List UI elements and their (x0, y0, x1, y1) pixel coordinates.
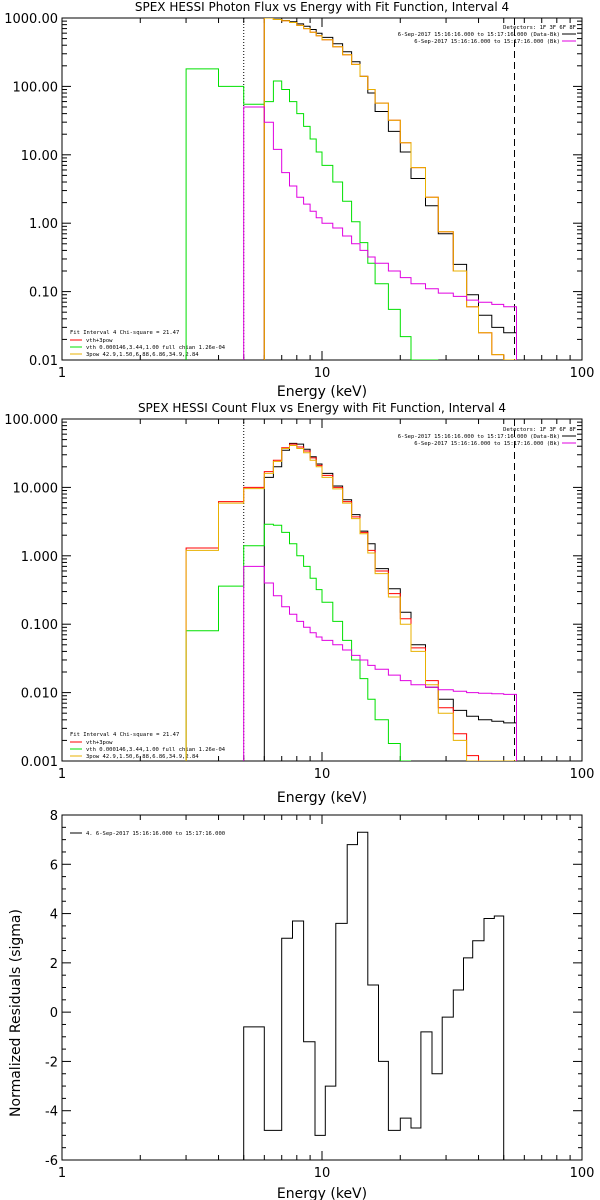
count-legend-bottom: Fit Interval 4 Chi-square = 21.47 vth+3p… (70, 732, 226, 760)
x-tick-label: 100 (570, 1166, 595, 1181)
photon-legend-power: 3pow 42.9,1.50,6.88,6.86,34.9,2.84 (86, 352, 199, 358)
y-tick-label: 6 (50, 858, 58, 873)
x-tick-label: 1 (58, 1166, 66, 1181)
y-tick-label: 2 (50, 957, 58, 972)
y-tick-label: 0 (50, 1006, 58, 1021)
count-legend-power: 3pow 42.9,1.50,6.88,6.86,34.9,2.84 (86, 754, 199, 760)
y-tick-label: 0.10 (29, 286, 58, 301)
count-legend-detectors: Detectors: 1F 3F 6F 8F (503, 427, 576, 433)
count-legend-thermal: vth 0.000146,3.44,1.00 full chian 1.26e-… (86, 747, 226, 753)
y-tick-label: 100.000 (4, 413, 58, 428)
count-flux-panel: SPEX HESSI Count Flux vs Energy with Fit… (4, 401, 594, 806)
count-legend-bk: 6-Sep-2017 15:16:16.000 to 15:17:16.000 … (414, 441, 560, 447)
series-data-bk (263, 442, 517, 761)
residuals-x-axis-label: Energy (keV) (277, 1186, 367, 1200)
y-tick-label: 0.100 (21, 618, 58, 633)
photon-legend-total: vth+3pow (86, 338, 113, 344)
count-legend-fit: Fit Interval 4 Chi-square = 21.47 (70, 732, 179, 738)
photon-legend-thermal: vth 0.000146,3.44,1.00 full chian 1.26e-… (86, 345, 226, 351)
series-vth (185, 68, 439, 360)
count-legend-data: 6-Sep-2017 15:16:16.000 to 15:17:16.000 … (398, 434, 560, 440)
y-tick-label: 1.00 (29, 217, 58, 232)
series-3pow (263, 18, 517, 360)
photon-legend-fit: Fit Interval 4 Chi-square = 21.47 (70, 330, 179, 336)
count-legend-total: vth+3pow (86, 740, 113, 746)
x-tick-label: 10 (314, 366, 331, 381)
x-tick-label: 1 (58, 767, 66, 782)
photon-legend-bottom: Fit Interval 4 Chi-square = 21.47 vth+3p… (70, 330, 226, 358)
residuals-panel: Energy (keV) Normalized Residuals (sigma… (8, 809, 594, 1200)
photon-legend-detectors: Detectors: 1F 3F 6F 8F (503, 25, 576, 31)
y-tick-label: 8 (50, 809, 58, 824)
series-group (243, 831, 515, 1160)
x-tick-label: 10 (314, 767, 331, 782)
y-tick-label: 0.01 (29, 354, 58, 369)
count-legend-top: Detectors: 1F 3F 6F 8F 6-Sep-2017 15:16:… (398, 427, 576, 447)
series-group (185, 18, 517, 360)
photon-legend-bk: 6-Sep-2017 15:16:16.000 to 15:17:16.000 … (414, 39, 560, 45)
residuals-legend: 4. 6-Sep-2017 15:16:16.000 to 15:17:16.0… (70, 831, 225, 837)
y-tick-label: 0.001 (21, 755, 58, 770)
y-tick-label: 1.000 (21, 550, 58, 565)
y-tick-label: 10.00 (21, 149, 58, 164)
y-tick-label: 10.000 (13, 481, 59, 496)
photon-flux-panel: SPEX HESSI Photon Flux vs Energy with Fi… (4, 0, 594, 400)
series-bk (243, 106, 517, 360)
photon-legend-top: Detectors: 1F 3F 6F 8F 6-Sep-2017 15:16:… (398, 25, 576, 45)
series-group (185, 442, 517, 761)
series-bk (243, 565, 517, 761)
y-tick-label: 0.010 (21, 687, 58, 702)
x-tick-label: 100 (570, 767, 595, 782)
x-tick-label: 1 (58, 366, 66, 381)
residuals-y-axis-label: Normalized Residuals (sigma) (8, 909, 24, 1117)
x-tick-label: 100 (570, 366, 595, 381)
residuals-legend-label: 4. 6-Sep-2017 15:16:16.000 to 15:17:16.0… (86, 831, 225, 837)
photon-x-axis-label: Energy (keV) (277, 384, 367, 400)
count-flux-title: SPEX HESSI Count Flux vs Energy with Fit… (138, 401, 506, 415)
photon-flux-title: SPEX HESSI Photon Flux vs Energy with Fi… (135, 0, 509, 14)
y-tick-label: 1000.00 (4, 12, 58, 27)
count-x-axis-label: Energy (keV) (277, 790, 367, 806)
y-tick-label: 100.00 (13, 80, 59, 95)
y-tick-label: -4 (45, 1105, 58, 1120)
y-tick-label: 4 (50, 908, 58, 923)
y-tick-label: -6 (45, 1154, 58, 1169)
series-vth (185, 523, 411, 761)
series-4-6-sep-2017-15-16-16-000-to-15-17-16-000 (243, 831, 515, 1160)
x-tick-label: 10 (314, 1166, 331, 1181)
y-tick-label: -2 (45, 1055, 58, 1070)
photon-legend-data: 6-Sep-2017 15:16:16.000 to 15:17:16.000 … (398, 32, 560, 38)
plot-frame (61, 17, 583, 361)
